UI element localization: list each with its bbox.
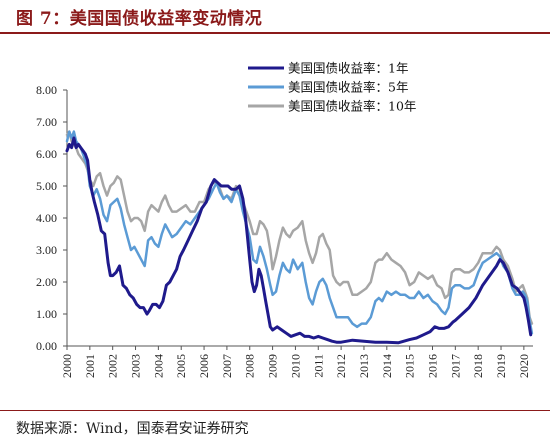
x-tick-label: 2019 <box>494 354 508 378</box>
x-tick-label: 2018 <box>471 354 485 378</box>
x-tick-label: 2014 <box>380 354 394 378</box>
x-tick-label: 2006 <box>197 354 211 378</box>
chart-title: 图 7：美国国债收益率变动情况 <box>16 9 263 29</box>
x-tick-label: 2005 <box>174 354 188 378</box>
y-tick-label: 7.00 <box>36 115 57 129</box>
x-tick-label: 2016 <box>425 354 439 378</box>
y-tick-label: 4.00 <box>36 211 57 225</box>
x-tick-label: 2000 <box>60 354 74 378</box>
x-tick-label: 2013 <box>357 354 371 378</box>
x-tick-label: 2001 <box>83 354 97 378</box>
y-tick-label: 8.00 <box>36 83 57 97</box>
y-tick-label: 0.00 <box>36 339 57 353</box>
footer-rule <box>0 410 550 411</box>
legend-item-5y-label: 美国国债收益率：5年 <box>288 80 408 95</box>
x-tick-label: 2015 <box>403 354 417 378</box>
data-source-note: 数据来源：Wind，国泰君安证券研究 <box>16 421 249 437</box>
chart-axes: 0.00 1.00 2.00 3.00 4.00 5.00 6.00 7.00 8.00 2000… <box>36 83 533 378</box>
title-rule <box>0 32 550 34</box>
x-tick-label: 2012 <box>334 354 348 378</box>
x-tick-label: 2008 <box>243 354 257 378</box>
yield-line-chart: 0.00 1.00 2.00 3.00 4.00 5.00 6.00 7.00 8.00 2000… <box>36 61 534 378</box>
y-tick-label: 5.00 <box>36 179 57 193</box>
series-line-5y <box>65 130 534 335</box>
x-tick-label: 2009 <box>266 354 280 378</box>
y-tick-label: 1.00 <box>36 307 57 321</box>
y-tick-label: 2.00 <box>36 275 57 289</box>
x-tick-label: 2011 <box>311 354 325 378</box>
x-tick-label: 2017 <box>448 354 462 378</box>
legend-item-10y-label: 美国国债收益率：10年 <box>288 99 416 114</box>
legend-item-1y-label: 美国国债收益率：1年 <box>288 61 408 76</box>
x-tick-label: 2004 <box>151 354 165 378</box>
x-tick-label: 2020 <box>517 354 531 378</box>
chart-series <box>65 130 534 345</box>
series-line-10y <box>65 130 534 325</box>
y-tick-label: 6.00 <box>36 147 57 161</box>
y-tick-label: 3.00 <box>36 243 57 257</box>
series-line-1y <box>65 136 533 345</box>
x-tick-label: 2007 <box>220 354 234 378</box>
x-tick-label: 2003 <box>129 354 143 378</box>
x-tick-label: 2010 <box>288 354 302 378</box>
x-tick-label: 2002 <box>106 354 120 378</box>
